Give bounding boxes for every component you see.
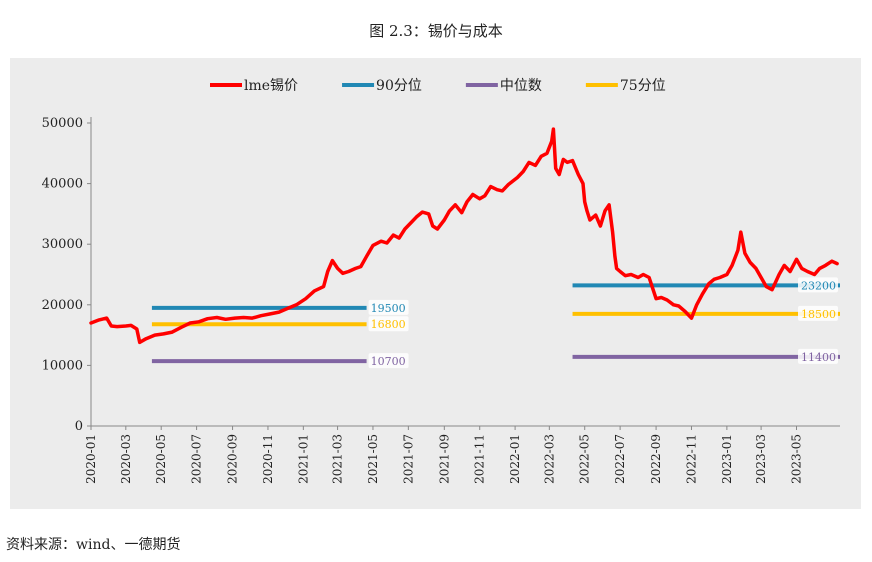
y-tick-label: 0 — [75, 419, 83, 434]
x-tick-label: 2021-09 — [437, 434, 451, 484]
reference-value-label: 18500 — [801, 308, 836, 321]
value-label-bg — [798, 348, 838, 364]
line-chart: lme锡价 90分位 中位数 75分位 0 10000 20000 30000 40000 50… — [42, 78, 840, 484]
x-tick-label: 2020-05 — [154, 434, 168, 484]
value-label-bg — [368, 316, 409, 332]
x-tick-label: 2022-07 — [613, 434, 627, 484]
price-series — [89, 127, 839, 345]
x-tick-label: 2022-09 — [649, 434, 663, 484]
x-tick-label: 2020-09 — [226, 434, 240, 484]
chart-area: lme锡价 90分位 中位数 75分位 0 10000 20000 30000 40000 50… — [10, 58, 861, 509]
reference-lines — [151, 283, 840, 364]
x-axis: 2020-01 2020-03 2020-05 2020-07 2020-09 2020-… — [84, 425, 840, 484]
price-line — [89, 127, 839, 345]
y-tick-label: 20000 — [42, 298, 83, 313]
x-tick-label: 2022-03 — [542, 434, 556, 484]
value-label-bg — [368, 353, 409, 369]
x-tick-label: 2023-01 — [720, 434, 734, 484]
value-label-bg — [368, 299, 409, 315]
x-tick-label: 2022-01 — [508, 434, 522, 484]
x-tick-label: 2020-07 — [190, 434, 204, 484]
x-tick-label: 2020-03 — [119, 434, 133, 484]
reference-value-label: 16800 — [371, 318, 406, 331]
reference-value-label: 11400 — [801, 351, 836, 364]
figure-title: 图 2.3：锡价与成本 — [369, 22, 503, 40]
value-label-bg — [798, 277, 838, 293]
reference-value-label: 10700 — [371, 355, 406, 368]
reference-value-label: 19500 — [371, 302, 406, 315]
y-axis: 0 10000 20000 30000 40000 50000 — [42, 116, 92, 434]
legend: lme锡价 90分位 中位数 75分位 — [210, 78, 666, 94]
x-tick-label: 2020-01 — [84, 434, 98, 484]
legend-label: 75分位 — [620, 78, 666, 94]
x-tick-label: 2020-11 — [261, 434, 275, 484]
legend-label: 90分位 — [376, 78, 422, 94]
legend-label: 中位数 — [500, 78, 542, 94]
x-tick-label: 2021-11 — [473, 434, 487, 484]
reference-value-label: 23200 — [801, 279, 836, 292]
x-tick-label: 2022-11 — [684, 434, 698, 484]
y-tick-label: 10000 — [42, 358, 83, 373]
x-tick-label: 2023-03 — [754, 434, 768, 484]
source-note: 资料来源：wind、一德期货 — [6, 537, 181, 553]
x-tick-label: 2021-01 — [296, 434, 310, 484]
y-tick-label: 40000 — [42, 177, 83, 192]
y-tick-label: 50000 — [42, 116, 83, 131]
x-tick-label: 2023-05 — [789, 434, 803, 484]
x-tick-label: 2021-05 — [366, 434, 380, 484]
value-label-bg — [798, 305, 838, 321]
legend-label: lme锡价 — [244, 78, 298, 94]
y-tick-label: 30000 — [42, 237, 83, 252]
x-tick-label: 2022-05 — [578, 434, 592, 484]
x-tick-label: 2021-03 — [331, 434, 345, 484]
reference-value-labels: 19500 23200 10700 11400 16800 18500 — [368, 277, 838, 369]
x-tick-label: 2021-07 — [401, 434, 415, 484]
